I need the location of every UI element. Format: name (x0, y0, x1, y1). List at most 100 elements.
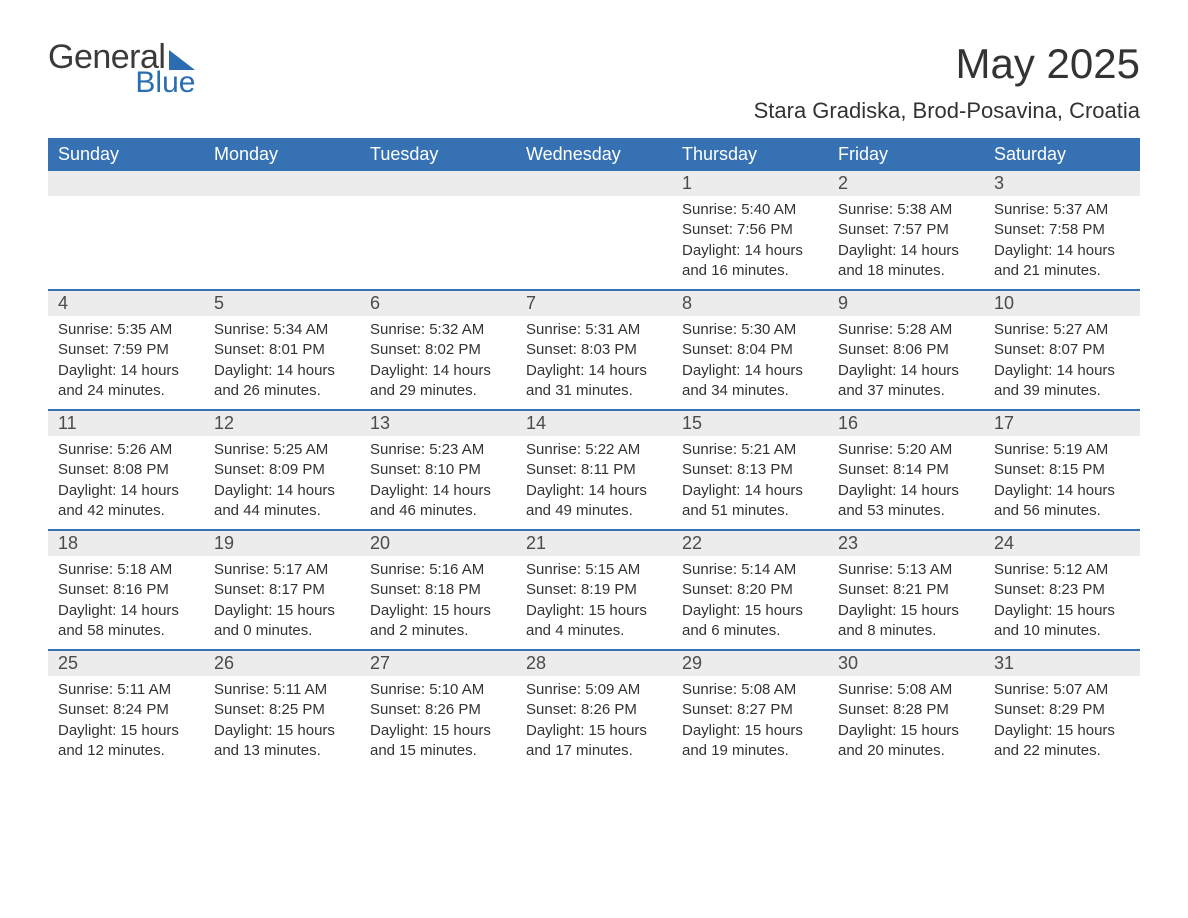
day-body: Sunrise: 5:12 AMSunset: 8:23 PMDaylight:… (984, 556, 1140, 649)
sunrise-line: Sunrise: 5:31 AM (526, 320, 662, 340)
calendar-week: 25Sunrise: 5:11 AMSunset: 8:24 PMDayligh… (48, 649, 1140, 769)
day-number: 20 (360, 531, 516, 556)
sunset-line: Sunset: 8:16 PM (58, 580, 194, 600)
daylight-line: Daylight: 14 hours and 31 minutes. (526, 361, 662, 402)
dow-cell: Sunday (48, 138, 204, 171)
sunset-line: Sunset: 8:09 PM (214, 460, 350, 480)
day-number: 18 (48, 531, 204, 556)
calendar-day: 27Sunrise: 5:10 AMSunset: 8:26 PMDayligh… (360, 651, 516, 769)
sunrise-line: Sunrise: 5:25 AM (214, 440, 350, 460)
day-number: 25 (48, 651, 204, 676)
day-number (48, 171, 204, 196)
day-body: Sunrise: 5:23 AMSunset: 8:10 PMDaylight:… (360, 436, 516, 529)
day-number: 17 (984, 411, 1140, 436)
sunrise-line: Sunrise: 5:11 AM (58, 680, 194, 700)
sunrise-line: Sunrise: 5:07 AM (994, 680, 1130, 700)
sunrise-line: Sunrise: 5:30 AM (682, 320, 818, 340)
location-text: Stara Gradiska, Brod-Posavina, Croatia (754, 98, 1140, 124)
daylight-line: Daylight: 14 hours and 16 minutes. (682, 241, 818, 282)
dow-cell: Monday (204, 138, 360, 171)
logo-triangle-icon (169, 50, 195, 70)
day-number: 11 (48, 411, 204, 436)
daylight-line: Daylight: 15 hours and 4 minutes. (526, 601, 662, 642)
calendar-day: 2Sunrise: 5:38 AMSunset: 7:57 PMDaylight… (828, 171, 984, 289)
day-number: 30 (828, 651, 984, 676)
daylight-line: Daylight: 14 hours and 49 minutes. (526, 481, 662, 522)
calendar-day: 1Sunrise: 5:40 AMSunset: 7:56 PMDaylight… (672, 171, 828, 289)
dow-cell: Wednesday (516, 138, 672, 171)
day-number (360, 171, 516, 196)
sunrise-line: Sunrise: 5:16 AM (370, 560, 506, 580)
dow-cell: Thursday (672, 138, 828, 171)
daylight-line: Daylight: 14 hours and 26 minutes. (214, 361, 350, 402)
sunset-line: Sunset: 7:59 PM (58, 340, 194, 360)
calendar-day: 17Sunrise: 5:19 AMSunset: 8:15 PMDayligh… (984, 411, 1140, 529)
calendar-day: 10Sunrise: 5:27 AMSunset: 8:07 PMDayligh… (984, 291, 1140, 409)
daylight-line: Daylight: 14 hours and 18 minutes. (838, 241, 974, 282)
sunset-line: Sunset: 8:07 PM (994, 340, 1130, 360)
logo: General Blue (48, 40, 195, 98)
sunset-line: Sunset: 8:27 PM (682, 700, 818, 720)
day-number: 27 (360, 651, 516, 676)
daylight-line: Daylight: 14 hours and 37 minutes. (838, 361, 974, 402)
day-body: Sunrise: 5:37 AMSunset: 7:58 PMDaylight:… (984, 196, 1140, 289)
sunset-line: Sunset: 8:23 PM (994, 580, 1130, 600)
daylight-line: Daylight: 15 hours and 10 minutes. (994, 601, 1130, 642)
dow-cell: Saturday (984, 138, 1140, 171)
daylight-line: Daylight: 15 hours and 22 minutes. (994, 721, 1130, 762)
calendar-day: 29Sunrise: 5:08 AMSunset: 8:27 PMDayligh… (672, 651, 828, 769)
sunrise-line: Sunrise: 5:10 AM (370, 680, 506, 700)
sunrise-line: Sunrise: 5:22 AM (526, 440, 662, 460)
sunrise-line: Sunrise: 5:35 AM (58, 320, 194, 340)
daylight-line: Daylight: 14 hours and 42 minutes. (58, 481, 194, 522)
day-body: Sunrise: 5:32 AMSunset: 8:02 PMDaylight:… (360, 316, 516, 409)
day-body: Sunrise: 5:31 AMSunset: 8:03 PMDaylight:… (516, 316, 672, 409)
day-number: 13 (360, 411, 516, 436)
day-body: Sunrise: 5:08 AMSunset: 8:27 PMDaylight:… (672, 676, 828, 769)
sunset-line: Sunset: 8:13 PM (682, 460, 818, 480)
sunrise-line: Sunrise: 5:20 AM (838, 440, 974, 460)
day-body: Sunrise: 5:11 AMSunset: 8:24 PMDaylight:… (48, 676, 204, 769)
day-body: Sunrise: 5:11 AMSunset: 8:25 PMDaylight:… (204, 676, 360, 769)
day-body: Sunrise: 5:07 AMSunset: 8:29 PMDaylight:… (984, 676, 1140, 769)
calendar-day: 4Sunrise: 5:35 AMSunset: 7:59 PMDaylight… (48, 291, 204, 409)
day-number (516, 171, 672, 196)
sunset-line: Sunset: 7:57 PM (838, 220, 974, 240)
day-number: 7 (516, 291, 672, 316)
daylight-line: Daylight: 14 hours and 46 minutes. (370, 481, 506, 522)
calendar-week: 1Sunrise: 5:40 AMSunset: 7:56 PMDaylight… (48, 171, 1140, 289)
sunset-line: Sunset: 7:56 PM (682, 220, 818, 240)
day-number: 1 (672, 171, 828, 196)
calendar-day: 26Sunrise: 5:11 AMSunset: 8:25 PMDayligh… (204, 651, 360, 769)
day-body: Sunrise: 5:17 AMSunset: 8:17 PMDaylight:… (204, 556, 360, 649)
daylight-line: Daylight: 14 hours and 39 minutes. (994, 361, 1130, 402)
sunset-line: Sunset: 8:21 PM (838, 580, 974, 600)
sunset-line: Sunset: 8:26 PM (526, 700, 662, 720)
day-number: 28 (516, 651, 672, 676)
calendar-week: 4Sunrise: 5:35 AMSunset: 7:59 PMDaylight… (48, 289, 1140, 409)
daylight-line: Daylight: 15 hours and 2 minutes. (370, 601, 506, 642)
daylight-line: Daylight: 15 hours and 6 minutes. (682, 601, 818, 642)
calendar-day: 7Sunrise: 5:31 AMSunset: 8:03 PMDaylight… (516, 291, 672, 409)
day-number: 14 (516, 411, 672, 436)
daylight-line: Daylight: 15 hours and 0 minutes. (214, 601, 350, 642)
calendar-day: 23Sunrise: 5:13 AMSunset: 8:21 PMDayligh… (828, 531, 984, 649)
sunset-line: Sunset: 8:03 PM (526, 340, 662, 360)
calendar-day (516, 171, 672, 289)
sunrise-line: Sunrise: 5:34 AM (214, 320, 350, 340)
sunset-line: Sunset: 8:20 PM (682, 580, 818, 600)
calendar-week: 18Sunrise: 5:18 AMSunset: 8:16 PMDayligh… (48, 529, 1140, 649)
day-number: 3 (984, 171, 1140, 196)
sunset-line: Sunset: 8:02 PM (370, 340, 506, 360)
daylight-line: Daylight: 15 hours and 17 minutes. (526, 721, 662, 762)
calendar-day: 6Sunrise: 5:32 AMSunset: 8:02 PMDaylight… (360, 291, 516, 409)
daylight-line: Daylight: 14 hours and 44 minutes. (214, 481, 350, 522)
day-body: Sunrise: 5:35 AMSunset: 7:59 PMDaylight:… (48, 316, 204, 409)
day-number: 26 (204, 651, 360, 676)
sunrise-line: Sunrise: 5:12 AM (994, 560, 1130, 580)
day-body: Sunrise: 5:19 AMSunset: 8:15 PMDaylight:… (984, 436, 1140, 529)
day-body: Sunrise: 5:34 AMSunset: 8:01 PMDaylight:… (204, 316, 360, 409)
day-number: 16 (828, 411, 984, 436)
sunrise-line: Sunrise: 5:28 AM (838, 320, 974, 340)
dow-cell: Tuesday (360, 138, 516, 171)
